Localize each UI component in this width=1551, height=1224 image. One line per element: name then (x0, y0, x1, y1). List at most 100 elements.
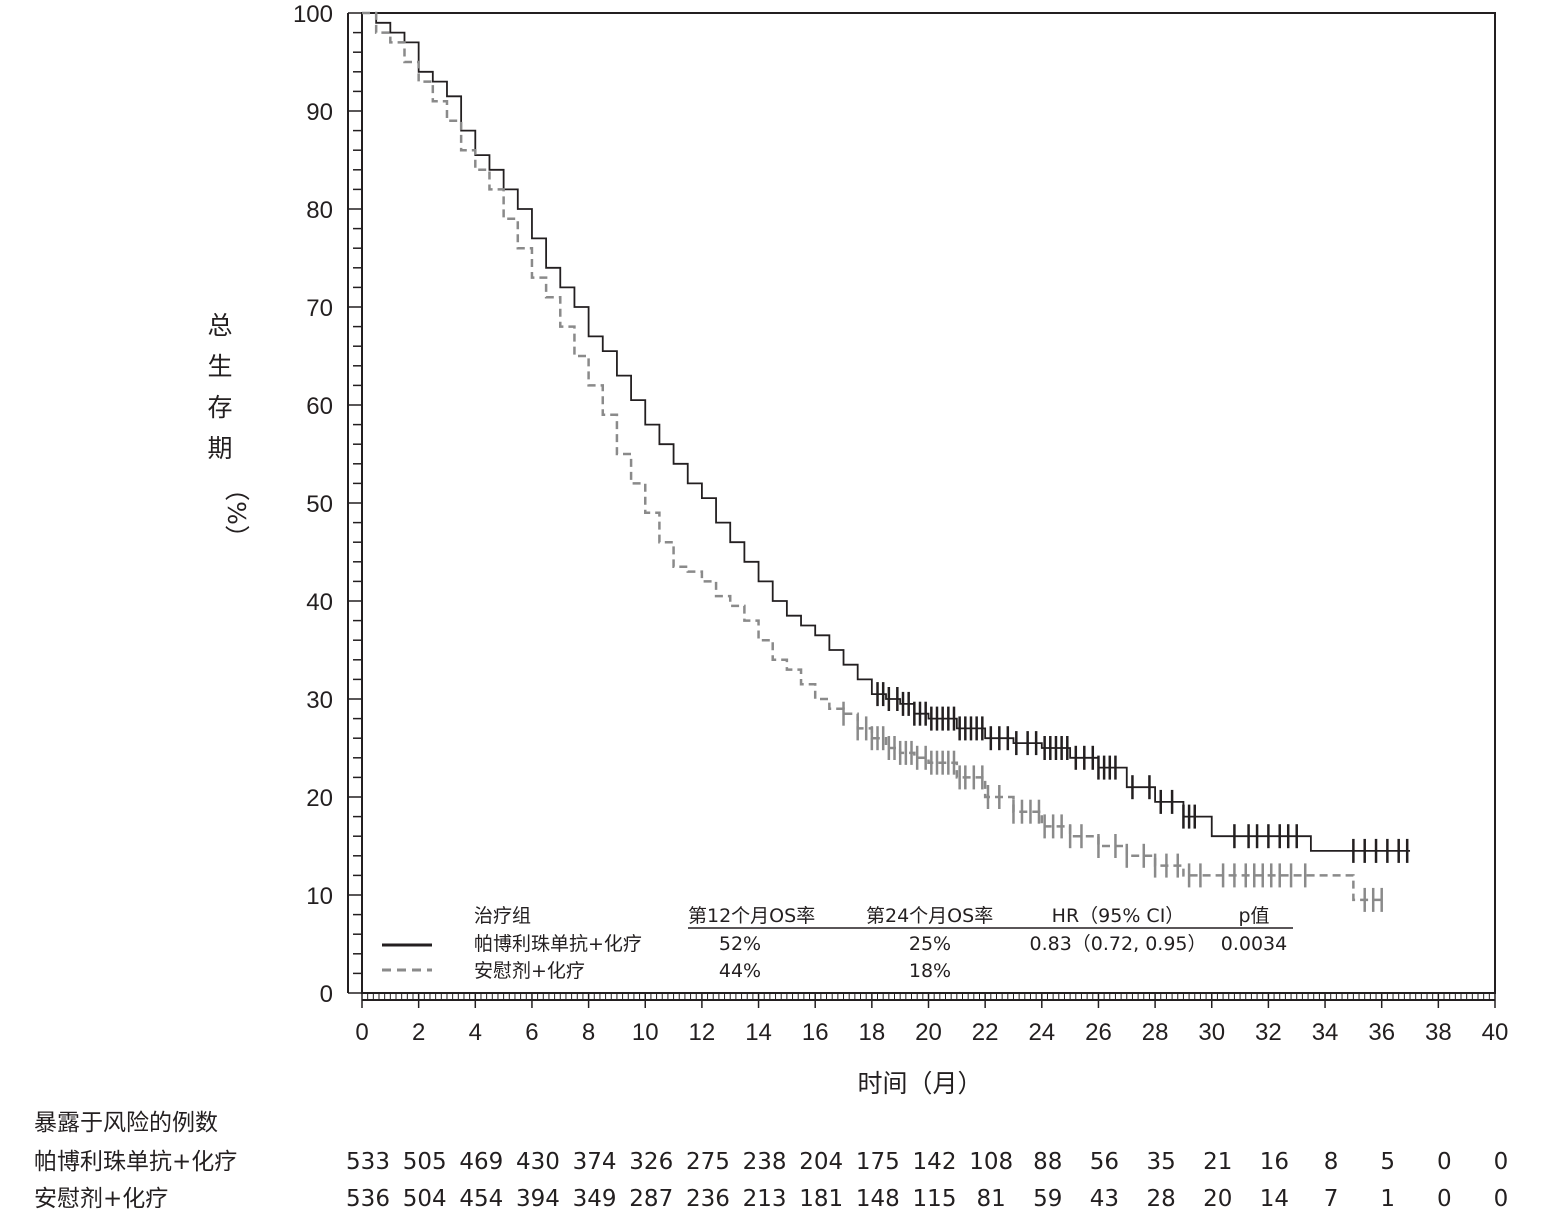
x-tick-label: 22 (972, 1019, 999, 1046)
risk-value: 536 (346, 1186, 390, 1212)
risk-value: 394 (516, 1186, 560, 1212)
y-axis-title-char-2: 生 (207, 352, 232, 381)
x-tick-label: 10 (632, 1019, 659, 1046)
x-tick-label: 34 (1312, 1019, 1339, 1046)
risk-value: 430 (516, 1149, 560, 1175)
y-tick-label: 70 (306, 295, 333, 322)
risk-value: 56 (1090, 1149, 1119, 1175)
legend-p-pembrolizumab: 0.0034 (1221, 933, 1287, 955)
x-tick-label: 18 (858, 1019, 885, 1046)
risk-value: 505 (403, 1149, 447, 1175)
risk-value: 275 (686, 1149, 730, 1175)
risk-value: 454 (459, 1186, 503, 1212)
risk-value: 16 (1260, 1149, 1289, 1175)
x-tick-label: 2 (412, 1019, 425, 1046)
y-axis-title-unit: （%） (222, 476, 251, 550)
risk-value: 504 (403, 1186, 447, 1212)
risk-value: 35 (1146, 1149, 1175, 1175)
legend-os12-pembrolizumab: 52% (719, 933, 761, 955)
legend-header-group: 治疗组 (474, 905, 531, 927)
risk-table-title: 暴露于风险的例数 (34, 1110, 218, 1136)
legend-os24-placebo: 18% (909, 960, 951, 982)
risk-row-label-placebo: 安慰剂+化疗 (34, 1186, 168, 1212)
risk-value: 14 (1260, 1186, 1289, 1212)
risk-value: 238 (743, 1149, 787, 1175)
risk-value: 43 (1090, 1186, 1119, 1212)
y-tick-label: 40 (306, 589, 333, 616)
x-tick-label: 36 (1368, 1019, 1395, 1046)
risk-value: 59 (1033, 1186, 1062, 1212)
risk-row-label-pembrolizumab: 帕博利珠单抗+化疗 (34, 1149, 237, 1175)
x-tick-label: 38 (1425, 1019, 1452, 1046)
risk-value: 0 (1494, 1149, 1509, 1175)
risk-table: 暴露于风险的例数 帕博利珠单抗+化疗 安慰剂+化疗 533 505 469 430 37… (34, 1110, 1508, 1212)
plot-frame (361, 12, 1496, 994)
y-axis-title-char-4: 期 (207, 434, 232, 463)
y-tick-label: 90 (306, 99, 333, 126)
x-tick-label: 40 (1482, 1019, 1509, 1046)
risk-value: 5 (1380, 1149, 1395, 1175)
legend-header-p: p值 (1238, 905, 1269, 927)
x-tick-label: 8 (582, 1019, 595, 1046)
y-tick-label: 0 (320, 981, 333, 1008)
risk-value: 28 (1146, 1186, 1175, 1212)
risk-value: 115 (913, 1186, 957, 1212)
risk-value: 20 (1203, 1186, 1232, 1212)
y-tick-label: 10 (306, 883, 333, 910)
x-tick-label: 24 (1028, 1019, 1055, 1046)
risk-value: 0 (1494, 1186, 1509, 1212)
legend-hr-pembrolizumab: 0.83（0.72, 0.95） (1030, 933, 1207, 955)
x-tick-label: 32 (1255, 1019, 1282, 1046)
risk-value: 287 (629, 1186, 673, 1212)
risk-value: 175 (856, 1149, 900, 1175)
x-tick-label: 6 (525, 1019, 538, 1046)
y-tick-label: 30 (306, 687, 333, 714)
risk-value: 469 (459, 1149, 503, 1175)
legend: 治疗组 第12个月OS率 第24个月OS率 HR（95% CI） p值 帕博利珠… (382, 905, 1293, 982)
y-tick-label: 80 (306, 197, 333, 224)
y-tick-label: 20 (306, 785, 333, 812)
risk-value: 142 (913, 1149, 957, 1175)
risk-value: 81 (977, 1186, 1006, 1212)
y-axis-title-char-1: 总 (207, 311, 232, 340)
y-axis-title-char-3: 存 (207, 393, 232, 422)
risk-value: 0 (1437, 1149, 1452, 1175)
legend-header-os12: 第12个月OS率 (688, 905, 815, 927)
x-tick-label: 26 (1085, 1019, 1112, 1046)
risk-value: 0 (1437, 1186, 1452, 1212)
survival-curve-pembrolizumab (362, 12, 1411, 852)
risk-value: 349 (573, 1186, 617, 1212)
risk-value: 236 (686, 1186, 730, 1212)
risk-value: 8 (1324, 1149, 1339, 1175)
legend-header-os24: 第24个月OS率 (866, 905, 993, 927)
legend-os24-pembrolizumab: 25% (909, 933, 951, 955)
x-tick-label: 0 (355, 1019, 368, 1046)
risk-value: 88 (1033, 1149, 1062, 1175)
x-axis-title: 时间（月） (857, 1069, 982, 1098)
legend-label-placebo: 安慰剂+化疗 (474, 960, 585, 982)
risk-value: 533 (346, 1149, 390, 1175)
x-axis: 0 2 4 6 8 10 12 14 16 18 20 22 24 26 28 30 32 34 36 38 40 (355, 993, 1508, 1046)
legend-label-pembrolizumab: 帕博利珠单抗+化疗 (474, 933, 642, 955)
x-tick-label: 28 (1142, 1019, 1169, 1046)
risk-value: 21 (1203, 1149, 1232, 1175)
risk-value: 326 (629, 1149, 673, 1175)
risk-value: 148 (856, 1186, 900, 1212)
y-axis: 0 10 20 30 40 50 60 70 80 90 100 (293, 1, 362, 1008)
x-tick-label: 4 (469, 1019, 482, 1046)
risk-value: 181 (799, 1186, 843, 1212)
risk-table-values: 533 505 469 430 374 326 275 238 204 175 142 108 88 56… (346, 1149, 1508, 1212)
censor-marks (842, 682, 1409, 912)
y-tick-label: 100 (293, 1, 333, 28)
risk-value: 374 (573, 1149, 617, 1175)
x-tick-label: 20 (915, 1019, 942, 1046)
risk-value: 213 (743, 1186, 787, 1212)
x-tick-label: 14 (745, 1019, 772, 1046)
survival-curves (362, 11, 1411, 902)
y-tick-label: 60 (306, 393, 333, 420)
x-tick-label: 16 (802, 1019, 829, 1046)
legend-header-hr: HR（95% CI） (1052, 905, 1185, 927)
risk-value: 7 (1324, 1186, 1339, 1212)
x-tick-label: 12 (689, 1019, 716, 1046)
